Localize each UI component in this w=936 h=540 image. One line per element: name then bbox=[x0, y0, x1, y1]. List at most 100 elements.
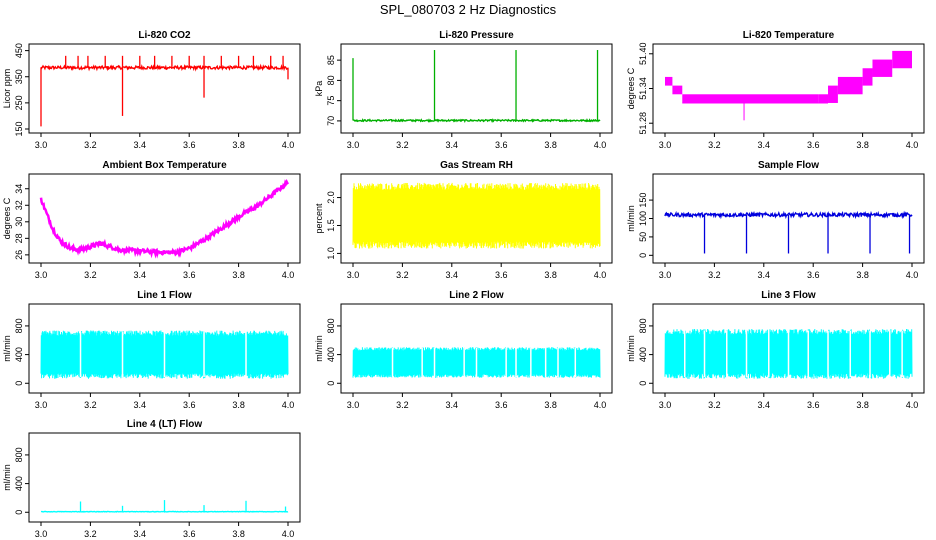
series-line bbox=[39, 178, 289, 259]
y-tick-label: 34 bbox=[14, 184, 24, 194]
series-line bbox=[352, 118, 601, 123]
chart-co2: Li-820 CO2 Licor ppm 3.0 3.2 3.4 3.6 3.8 4.0 150… bbox=[2, 30, 301, 150]
x-tick-label: 4.0 bbox=[594, 140, 607, 150]
y-tick-label: 0 bbox=[638, 381, 648, 386]
y-tick-label: 150 bbox=[14, 121, 24, 136]
plot-frame bbox=[652, 43, 925, 134]
x-tick-label: 3.8 bbox=[232, 270, 245, 280]
x-tick-label: 3.4 bbox=[758, 140, 771, 150]
step-block bbox=[892, 50, 912, 69]
x-tick-label: 3.4 bbox=[134, 140, 147, 150]
x-tick-label: 3.0 bbox=[35, 140, 48, 150]
y-axis-label: degrees C bbox=[626, 67, 636, 109]
y-axis-label: ml/min bbox=[626, 335, 636, 362]
y-tick-label: 28 bbox=[14, 233, 24, 243]
x-tick-label: 3.8 bbox=[856, 270, 869, 280]
chart-title: Li-820 Pressure bbox=[439, 30, 514, 41]
x-tick-label: 3.2 bbox=[396, 140, 409, 150]
step-block bbox=[672, 85, 683, 95]
x-tick-label: 3.4 bbox=[446, 140, 459, 150]
x-tick-label: 3.8 bbox=[232, 529, 245, 539]
y-tick-label: 75 bbox=[326, 96, 336, 106]
x-tick-label: 3.2 bbox=[84, 400, 97, 410]
x-tick-label: 4.0 bbox=[282, 400, 295, 410]
x-tick-label: 3.8 bbox=[232, 140, 245, 150]
x-tick-label: 3.8 bbox=[856, 400, 869, 410]
y-tick-label: 800 bbox=[14, 318, 24, 333]
x-tick-label: 4.0 bbox=[594, 400, 607, 410]
x-tick-label: 3.2 bbox=[396, 270, 409, 280]
step-block bbox=[837, 76, 863, 95]
y-tick-label: 800 bbox=[326, 318, 336, 333]
x-tick-label: 3.0 bbox=[35, 529, 48, 539]
x-tick-label: 3.0 bbox=[659, 270, 672, 280]
x-tick-label: 3.0 bbox=[347, 140, 360, 150]
y-tick-label: 250 bbox=[14, 95, 24, 110]
chart-line2: Line 2 Flow ml/min 3.0 3.2 3.4 3.6 3.8 4.0 0 400 8… bbox=[314, 290, 613, 410]
y-tick-label: 400 bbox=[14, 347, 24, 362]
x-tick-label: 3.2 bbox=[708, 140, 721, 150]
y-tick-label: 51.28 bbox=[638, 112, 648, 135]
y-tick-label: 0 bbox=[326, 381, 336, 386]
x-tick-label: 4.0 bbox=[906, 140, 919, 150]
step-block bbox=[828, 85, 838, 103]
x-tick-label: 3.6 bbox=[183, 400, 196, 410]
x-tick-label: 3.2 bbox=[84, 140, 97, 150]
chart-pressure: Li-820 Pressure kPa 3.0 3.2 3.4 3.6 3.8 4.0 70 75… bbox=[314, 30, 613, 150]
y-tick-label: 0 bbox=[14, 510, 24, 515]
x-tick-label: 3.6 bbox=[495, 270, 508, 280]
plot-frame bbox=[340, 43, 613, 134]
y-tick-label: 400 bbox=[326, 347, 336, 362]
plot-frame bbox=[340, 173, 613, 264]
x-tick-label: 3.4 bbox=[446, 400, 459, 410]
x-tick-label: 3.4 bbox=[446, 270, 459, 280]
series-band bbox=[352, 182, 601, 249]
y-tick-label: 1.0 bbox=[326, 247, 336, 260]
step-block bbox=[682, 94, 819, 103]
x-tick-label: 3.6 bbox=[183, 270, 196, 280]
y-tick-label: 0 bbox=[638, 253, 648, 258]
x-tick-label: 3.4 bbox=[134, 270, 147, 280]
x-tick-label: 3.2 bbox=[84, 270, 97, 280]
y-tick-label: 26 bbox=[14, 250, 24, 260]
chart-title: Ambient Box Temperature bbox=[102, 160, 227, 171]
x-tick-label: 3.0 bbox=[659, 140, 672, 150]
plot-frame bbox=[340, 303, 613, 394]
x-tick-label: 3.8 bbox=[232, 400, 245, 410]
y-axis-label: percent bbox=[314, 203, 324, 234]
x-tick-label: 4.0 bbox=[594, 270, 607, 280]
y-tick-label: 51.34 bbox=[638, 77, 648, 100]
y-axis-label: ml/min bbox=[2, 335, 12, 362]
chart-sample_flow: Sample Flow ml/min 3.0 3.2 3.4 3.6 3.8 4.0 0 50 10… bbox=[626, 160, 925, 280]
y-tick-label: 1.5 bbox=[326, 219, 336, 232]
x-tick-label: 3.6 bbox=[807, 140, 820, 150]
chart-title: Line 4 (LT) Flow bbox=[127, 419, 203, 430]
x-tick-label: 3.6 bbox=[807, 270, 820, 280]
plot-frame bbox=[28, 303, 301, 394]
x-tick-label: 3.4 bbox=[758, 400, 771, 410]
y-axis-label: Licor ppm bbox=[2, 69, 12, 109]
x-tick-label: 3.8 bbox=[544, 400, 557, 410]
x-tick-label: 3.6 bbox=[495, 400, 508, 410]
y-tick-label: 50 bbox=[638, 232, 648, 242]
series-band bbox=[40, 330, 289, 379]
chart-rh: Gas Stream RH percent 3.0 3.2 3.4 3.6 3.8 4.0 1.… bbox=[314, 160, 613, 280]
x-tick-label: 4.0 bbox=[282, 529, 295, 539]
chart-line1: Line 1 Flow ml/min 3.0 3.2 3.4 3.6 3.8 4.0 0 400 8… bbox=[2, 290, 301, 410]
chart-line3: Line 3 Flow ml/min 3.0 3.2 3.4 3.6 3.8 4.0 0 400 8… bbox=[626, 290, 925, 410]
x-tick-label: 3.2 bbox=[84, 529, 97, 539]
y-tick-label: 400 bbox=[14, 476, 24, 491]
y-tick-label: 32 bbox=[14, 200, 24, 210]
y-axis-label: ml/min bbox=[2, 464, 12, 491]
x-tick-label: 3.4 bbox=[134, 400, 147, 410]
y-tick-label: 450 bbox=[14, 43, 24, 58]
x-tick-label: 3.2 bbox=[708, 400, 721, 410]
y-axis-label: ml/min bbox=[314, 335, 324, 362]
y-axis-label: kPa bbox=[314, 81, 324, 97]
y-axis-label: degrees C bbox=[2, 197, 12, 239]
y-tick-label: 0 bbox=[14, 381, 24, 386]
x-tick-label: 3.2 bbox=[708, 270, 721, 280]
plot-frame bbox=[652, 303, 925, 394]
y-tick-label: 70 bbox=[326, 116, 336, 126]
